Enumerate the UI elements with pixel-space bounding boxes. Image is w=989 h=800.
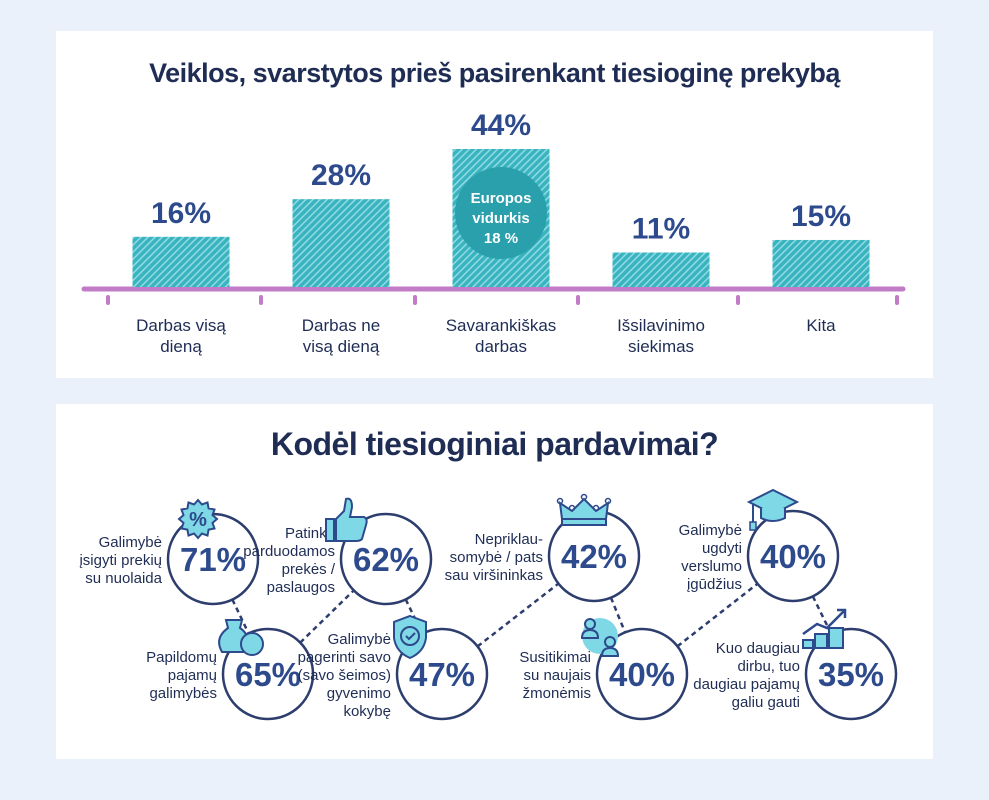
percent-badge-icon: %: [177, 498, 219, 540]
x-tick-label: Darbas visą: [136, 316, 226, 335]
bar-value-label: 16%: [151, 197, 211, 230]
reason-label: Galimybė: [328, 631, 391, 648]
crown-icon: [556, 493, 612, 526]
reason-value: 40%: [760, 538, 826, 575]
reason-value: 71%: [180, 541, 246, 578]
growth-chart-icon: [802, 608, 847, 649]
reason-label: daugiau pajamų: [693, 676, 800, 693]
dashed-connector: [676, 582, 759, 648]
reason-label: Galimybė: [679, 522, 742, 539]
reason-label: prekės /: [282, 561, 336, 578]
reason-label: įgūdžius: [687, 576, 742, 593]
reason-label: verslumo: [681, 558, 742, 575]
reason-label: sau viršininkas: [445, 567, 543, 584]
x-tick-label: Išsilavinimo: [617, 316, 705, 335]
bar-value-label: 44%: [471, 109, 531, 142]
reason-label: paslaugos: [267, 579, 335, 596]
reason-label: žmonėmis: [523, 685, 591, 702]
shield-check-icon: [393, 614, 427, 660]
bar: [292, 199, 390, 287]
thumbs-up-icon: [325, 497, 368, 542]
reason-label: su naujais: [523, 667, 591, 684]
bar: [132, 236, 230, 287]
money-bag-icon: [218, 619, 264, 656]
graduation-cap-icon: [746, 488, 800, 531]
reason-value: 42%: [561, 538, 627, 575]
reason-label: dirbu, tuo: [737, 658, 800, 675]
reason-label: pagerinti savo: [298, 649, 391, 666]
dashed-connector: [609, 597, 627, 633]
reason-label: Susitikimai: [519, 649, 591, 666]
bar: [612, 252, 710, 287]
reason-label: kokybę: [343, 703, 391, 720]
reason-label: Patinka: [285, 525, 336, 542]
reason-label: Nepriklau-: [475, 531, 543, 548]
europe-average-label: vidurkis: [472, 210, 530, 227]
bar-value-label: 15%: [791, 200, 851, 233]
reason-label: įsigyti prekių: [79, 552, 162, 569]
reason-circle: [746, 509, 840, 603]
reason-circle: [595, 627, 689, 721]
x-tick-label: Kita: [806, 316, 836, 335]
dashed-connector: [231, 599, 250, 634]
reason-label: Galimybė: [99, 534, 162, 551]
activities-chart-title: Veiklos, svarstytos prieš pasirenkant ti…: [149, 58, 840, 88]
x-tick-label: Savarankiškas: [446, 316, 557, 335]
x-tick-label: Darbas ne: [302, 316, 380, 335]
reason-label: galiu gauti: [732, 694, 800, 711]
reason-label: su nuolaida: [85, 570, 162, 587]
dashed-connector: [299, 589, 355, 644]
activities-chart-card: Veiklos, svarstytos prieš pasirenkant ti…: [56, 31, 933, 378]
bar: [772, 239, 870, 287]
reason-value: 62%: [353, 541, 419, 578]
reason-circle: [804, 627, 898, 721]
reason-value: 40%: [609, 656, 675, 693]
reason-label: somybė / pats: [450, 549, 543, 566]
dashed-connector: [476, 582, 560, 648]
bar-value-label: 28%: [311, 159, 371, 192]
reason-label: parduodamos: [243, 543, 335, 560]
reasons-title: Kodėl tiesioginiai pardavimai?: [270, 426, 719, 462]
reason-value: 65%: [235, 656, 301, 693]
reason-label: Kuo daugiau: [716, 640, 800, 657]
x-tick-label: darbas: [475, 337, 527, 356]
activities-bar-chart: 16% Darbas visą dieną 28% Darbas ne visą dien…: [81, 109, 906, 356]
svg-text:%: %: [189, 509, 207, 531]
reason-label: ugdyti: [702, 540, 742, 557]
reason-value: 47%: [409, 656, 475, 693]
bar-value-label: 11%: [632, 213, 690, 246]
reason-label: pajamų: [168, 667, 217, 684]
reason-value: 35%: [818, 656, 884, 693]
reason-label: galimybės: [149, 685, 217, 702]
x-tick-label: dieną: [160, 337, 202, 356]
dashed-connector: [811, 595, 833, 635]
reasons-card: Kodėl tiesioginiai pardavimai? 71% Galimy…: [56, 404, 933, 759]
people-icon: [580, 618, 620, 657]
reason-label: (savo šeimos): [298, 667, 391, 684]
reason-label: Papildomų: [146, 649, 217, 666]
europe-average-label: Europos: [471, 190, 532, 207]
europe-average-label: 18 %: [484, 230, 518, 247]
x-tick-label: visą dieną: [303, 337, 380, 356]
x-tick-label: siekimas: [628, 337, 694, 356]
europe-average-circle: [455, 167, 547, 259]
reason-label: gyvenimo: [327, 685, 391, 702]
